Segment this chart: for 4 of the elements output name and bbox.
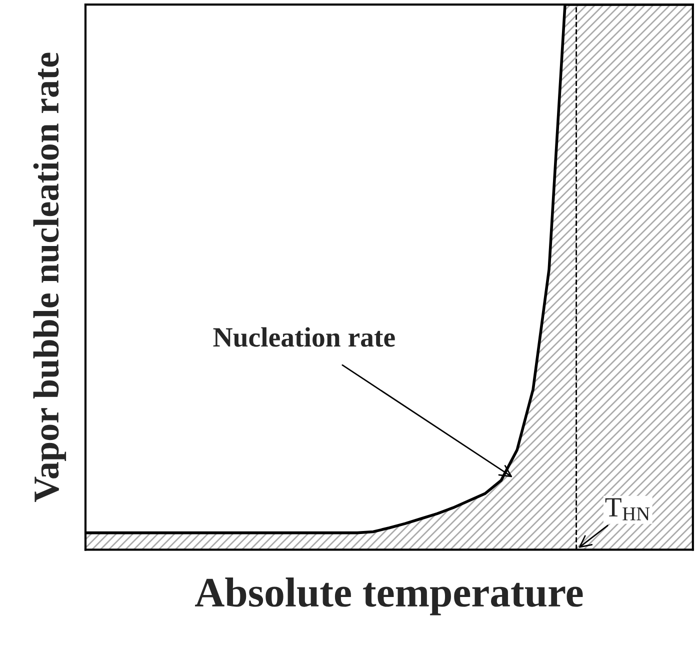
annotation: T$_{HN}$ xyxy=(605,498,650,520)
y-axis-title: Vapor bubble nucleation rate xyxy=(33,52,66,502)
annotation: Nucleation rate xyxy=(213,327,395,347)
x-axis-title: Absolute temperature xyxy=(195,577,583,616)
